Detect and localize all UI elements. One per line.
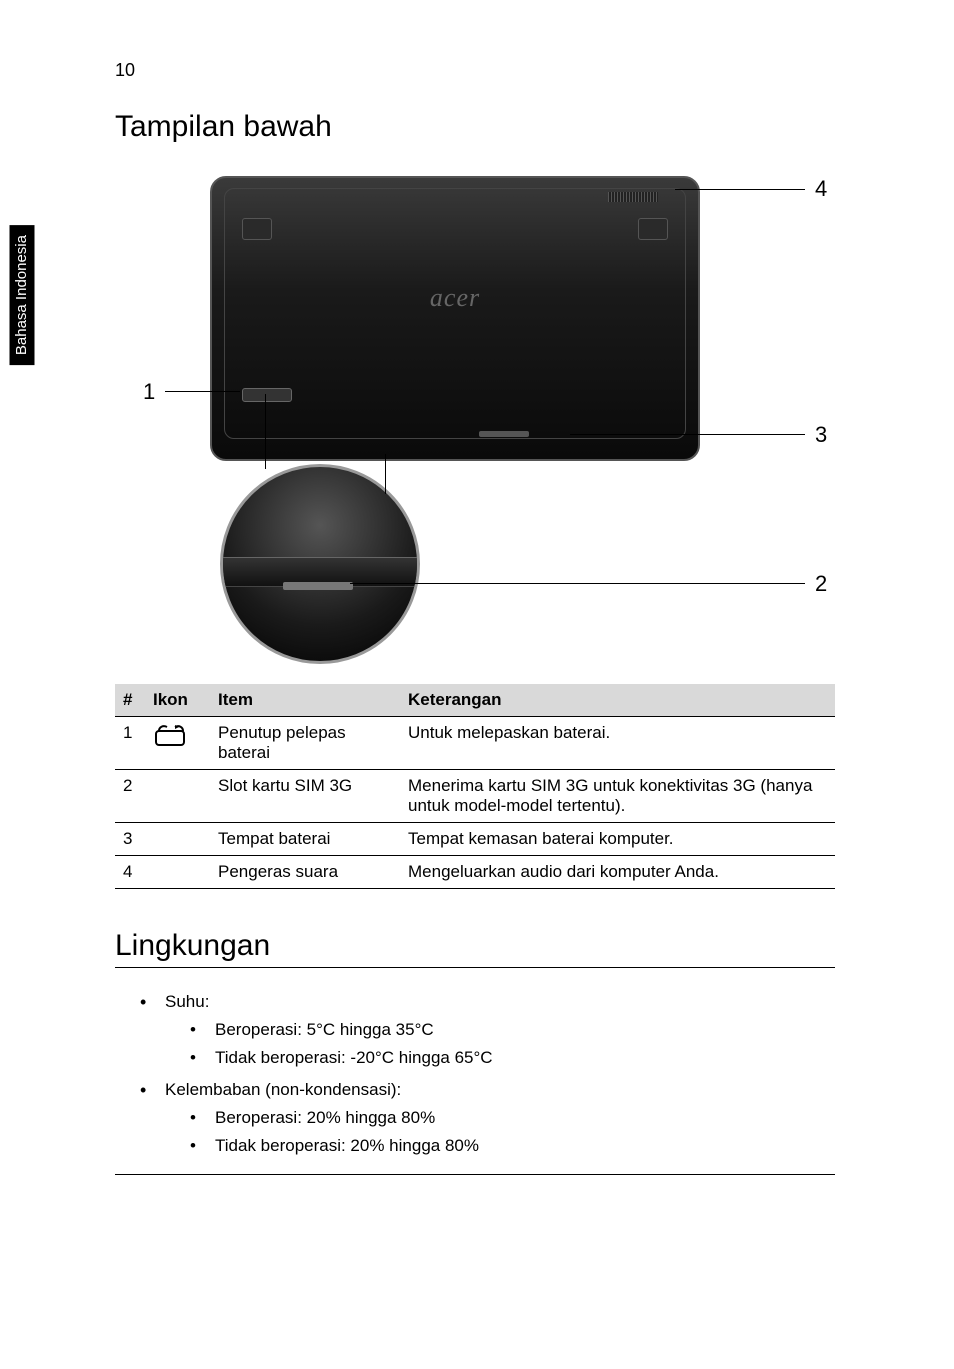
page-number: 10: [115, 60, 135, 81]
th-ket: Keterangan: [400, 684, 835, 717]
th-item: Item: [210, 684, 400, 717]
list-item: Tidak beroperasi: -20°C hingga 65°C: [165, 1044, 835, 1072]
list-item: Beroperasi: 5°C hingga 35°C: [165, 1016, 835, 1044]
page-content: Tampilan bawah acer 4 1 3 2: [115, 100, 835, 1175]
list-item: Beroperasi: 20% hingga 80%: [165, 1104, 835, 1132]
list-item: Kelembaban (non-kondensasi): Beroperasi:…: [115, 1076, 835, 1164]
zoom-connector: [265, 394, 266, 469]
table-row: 1 Penutup pelepas baterai Untuk melepask…: [115, 717, 835, 770]
table-header-row: # Ikon Item Keterangan: [115, 684, 835, 717]
list-item: Tidak beroperasi: 20% hingga 80%: [165, 1132, 835, 1160]
sub-list: Beroperasi: 5°C hingga 35°C Tidak berope…: [165, 1016, 835, 1072]
callout-line: [350, 583, 805, 584]
zoom-inset: [220, 464, 420, 664]
cell-ikon: [145, 823, 210, 856]
spec-table: # Ikon Item Keterangan 1: [115, 684, 835, 889]
sub-list: Beroperasi: 20% hingga 80% Tidak beroper…: [165, 1104, 835, 1160]
sim-slot: [283, 582, 353, 590]
callout-2: 2: [815, 571, 827, 597]
section-title-environment: Lingkungan: [115, 929, 835, 968]
env-label: Kelembaban (non-kondensasi):: [165, 1080, 401, 1099]
cell-num: 1: [115, 717, 145, 770]
th-ikon: Ikon: [145, 684, 210, 717]
callout-4: 4: [815, 176, 827, 202]
cell-ket: Tempat kemasan baterai komputer.: [400, 823, 835, 856]
cell-item: Penutup pelepas baterai: [210, 717, 400, 770]
callout-3: 3: [815, 422, 827, 448]
language-tab: Bahasa Indonesia: [10, 225, 35, 365]
callout-line: [675, 189, 805, 190]
cell-item: Pengeras suara: [210, 856, 400, 889]
cell-item: Slot kartu SIM 3G: [210, 770, 400, 823]
cell-ikon: [145, 856, 210, 889]
callout-line: [165, 391, 240, 392]
device-bottom-diagram: acer 4 1 3 2: [115, 164, 835, 654]
cell-ket: Menerima kartu SIM 3G untuk konektivitas…: [400, 770, 835, 823]
device-foot-left: [242, 218, 272, 240]
battery-latch: [242, 388, 292, 402]
th-num: #: [115, 684, 145, 717]
cell-ikon: [145, 717, 210, 770]
env-label: Suhu:: [165, 992, 209, 1011]
cell-item: Tempat baterai: [210, 823, 400, 856]
callout-line: [570, 434, 805, 435]
cell-ket: Mengeluarkan audio dari komputer Anda.: [400, 856, 835, 889]
callout-1: 1: [143, 379, 155, 405]
cell-ikon: [145, 770, 210, 823]
section-title-bottom-view: Tampilan bawah: [115, 110, 835, 144]
device-foot-right: [638, 218, 668, 240]
cell-num: 2: [115, 770, 145, 823]
environment-list: Suhu: Beroperasi: 5°C hingga 35°C Tidak …: [115, 988, 835, 1175]
table-row: 4 Pengeras suara Mengeluarkan audio dari…: [115, 856, 835, 889]
table-row: 2 Slot kartu SIM 3G Menerima kartu SIM 3…: [115, 770, 835, 823]
table-row: 3 Tempat baterai Tempat kemasan baterai …: [115, 823, 835, 856]
cell-num: 4: [115, 856, 145, 889]
list-item: Suhu: Beroperasi: 5°C hingga 35°C Tidak …: [115, 988, 835, 1076]
zoom-connector: [385, 454, 386, 494]
device-body: acer: [210, 176, 700, 461]
brand-logo: acer: [430, 283, 480, 313]
cell-ket: Untuk melepaskan baterai.: [400, 717, 835, 770]
battery-release-icon: [153, 723, 189, 752]
slot-indicator: [479, 431, 529, 437]
speaker-grill: [608, 192, 658, 202]
cell-num: 3: [115, 823, 145, 856]
